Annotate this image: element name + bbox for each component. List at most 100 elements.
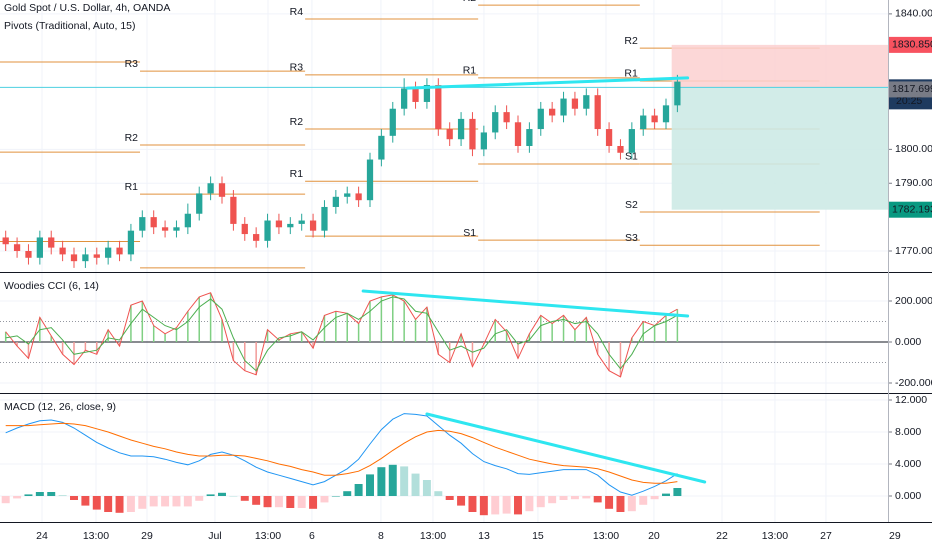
macd-histogram-bar bbox=[434, 491, 443, 496]
candle-body bbox=[571, 98, 579, 109]
macd-histogram-bar bbox=[650, 496, 659, 500]
candle-body bbox=[662, 105, 670, 123]
macd-histogram-bar bbox=[366, 474, 374, 496]
candle-body bbox=[196, 193, 203, 214]
pivot-label: R1 bbox=[624, 68, 638, 80]
candle-body bbox=[105, 247, 112, 258]
candle-body bbox=[332, 196, 339, 207]
cci-histogram-bar bbox=[232, 341, 235, 361]
candle-body bbox=[401, 88, 408, 109]
pivot-label: R2 bbox=[125, 132, 139, 144]
macd-histogram-bar bbox=[229, 496, 238, 497]
cci-histogram-bar bbox=[278, 339, 280, 342]
x-tick-label: 20 bbox=[648, 530, 660, 542]
cci-histogram-bar bbox=[118, 341, 121, 347]
cci-histogram-bar bbox=[266, 329, 269, 342]
macd-histogram-bar bbox=[104, 496, 113, 512]
x-tick-label: 13:00 bbox=[420, 530, 446, 542]
candle-body bbox=[48, 237, 55, 248]
macd-histogram-bar bbox=[161, 496, 170, 507]
y-tick-label: 200.000 bbox=[895, 295, 932, 307]
macd-histogram-bar bbox=[240, 496, 249, 501]
pivot-label: R2 bbox=[624, 35, 638, 47]
cci-histogram-bar bbox=[335, 311, 337, 342]
x-tick-label: 8 bbox=[378, 530, 384, 542]
candle-body bbox=[526, 129, 533, 146]
cci-histogram-bar bbox=[505, 331, 508, 342]
macd-histogram-bar bbox=[559, 496, 568, 500]
macd-histogram-bar bbox=[1, 496, 10, 504]
candle-body bbox=[287, 223, 294, 228]
macd-histogram-bar bbox=[70, 496, 78, 500]
candle-body bbox=[13, 244, 21, 251]
macd-histogram-bar bbox=[149, 496, 158, 507]
cci-histogram-bar bbox=[16, 341, 18, 347]
candle-body bbox=[36, 237, 43, 258]
candle-body bbox=[560, 98, 567, 116]
pivot-label: R3 bbox=[290, 62, 304, 74]
x-tick-label: 13:00 bbox=[593, 530, 619, 542]
macd-histogram-bar bbox=[605, 496, 614, 509]
pivot-label: R3 bbox=[125, 58, 139, 70]
macd-histogram-bar bbox=[35, 492, 44, 496]
macd-histogram-bar bbox=[514, 496, 522, 515]
macd-histogram-bar bbox=[502, 496, 511, 514]
candle-body bbox=[412, 88, 419, 102]
cci-histogram-bar bbox=[437, 341, 440, 355]
macd-histogram-bar bbox=[218, 492, 226, 496]
candle-body bbox=[514, 122, 522, 146]
candle-body bbox=[344, 193, 351, 197]
candle-body bbox=[173, 227, 180, 231]
cci-histogram-bar bbox=[426, 307, 428, 342]
macd-histogram-bar bbox=[354, 484, 363, 496]
macd-histogram-bar bbox=[582, 496, 591, 499]
candle-body bbox=[446, 129, 453, 140]
candle-body bbox=[674, 81, 681, 106]
candle-body bbox=[70, 254, 78, 262]
cci-histogram-bar bbox=[357, 323, 360, 342]
macd-histogram-bar bbox=[388, 464, 397, 496]
y-tick-label: 1770.00 bbox=[895, 245, 932, 257]
cci-histogram-bar bbox=[209, 292, 212, 342]
macd-histogram-bar bbox=[411, 473, 420, 496]
candle-body bbox=[366, 159, 374, 201]
x-tick-label: 13 bbox=[478, 530, 490, 542]
pivot-label: R2 bbox=[463, 0, 477, 4]
pivot-label: R2 bbox=[290, 116, 304, 128]
x-tick-label: 13:00 bbox=[255, 530, 281, 542]
pivot-label: S2 bbox=[625, 199, 638, 211]
candle-body bbox=[59, 247, 66, 255]
candle-body bbox=[492, 112, 499, 133]
macd-histogram-bar bbox=[286, 496, 295, 508]
macd-histogram-bar bbox=[58, 495, 67, 496]
macd-histogram-bar bbox=[639, 496, 648, 505]
cci-histogram-bar bbox=[289, 333, 292, 342]
y-tick-label: 1840.00 bbox=[895, 8, 932, 20]
price-label: 1782.193 bbox=[892, 203, 932, 215]
cci-histogram-bar bbox=[164, 333, 166, 342]
candle-body bbox=[469, 118, 476, 150]
candle-body bbox=[628, 129, 635, 153]
cci-histogram-bar bbox=[494, 319, 496, 342]
macd-histogram-bar bbox=[536, 496, 545, 508]
macd-histogram-bar bbox=[81, 496, 90, 506]
cci-histogram-bar bbox=[84, 341, 87, 351]
candle-body bbox=[264, 220, 271, 241]
candle-body bbox=[605, 129, 613, 146]
price-label-box bbox=[889, 36, 932, 53]
macd-histogram-bar bbox=[172, 496, 181, 507]
series-line bbox=[5, 296, 678, 372]
pivot-label: S3 bbox=[625, 232, 638, 244]
pivot-label: R1 bbox=[463, 65, 477, 77]
y-tick-label: 4.000 bbox=[895, 458, 921, 470]
candle-body bbox=[389, 108, 396, 136]
trendline bbox=[361, 289, 690, 318]
y-tick-label: 0.000 bbox=[895, 490, 921, 502]
series-line bbox=[5, 413, 678, 496]
macd-histogram-bar bbox=[673, 488, 682, 496]
candle-body bbox=[253, 234, 260, 241]
x-tick-label: 13:00 bbox=[762, 530, 788, 542]
